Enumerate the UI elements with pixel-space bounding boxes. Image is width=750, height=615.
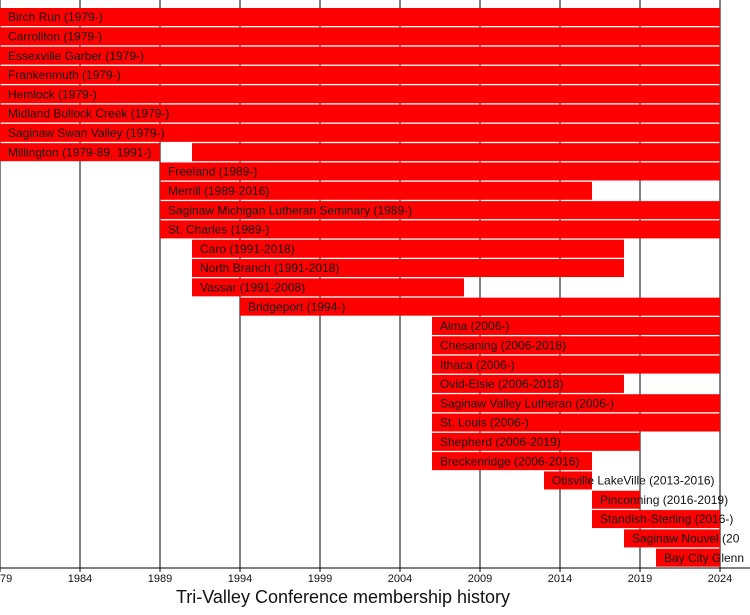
bar-label: Frankenmuth (1979-) [8,68,121,82]
bar [0,27,720,46]
bar-label: Bay City Glenn [664,551,744,565]
bar-label: Vassar (1991-2008) [200,281,305,295]
bar [0,143,160,162]
bar [0,65,720,84]
bar [0,8,720,26]
bar [160,181,592,200]
bar [0,85,720,104]
bar-label: Chesaning (2006-2018) [440,338,566,352]
x-tick-label: 1984 [68,573,92,585]
x-tick-label: 2024 [708,573,732,585]
bar-label: Merrill (1989-2016) [168,184,269,198]
bar-label: St. Louis (2006-) [440,416,529,430]
bar-label: Saginaw Swan Valley (1979-) [8,126,165,140]
bar-label: Millington (1979-89, 1991-) [8,145,151,159]
bar [192,278,464,297]
bar-label: Freeland (1989-) [168,165,257,179]
bar [192,259,624,278]
bar [432,355,720,374]
bar-label: Saginaw Valley Lutheran (2006-) [440,396,614,410]
bar-label: Pinconning (2016-2019) [600,493,728,507]
bar [592,490,640,509]
bar [624,529,720,548]
bar [432,432,640,451]
bar [0,123,720,142]
bar [160,220,720,239]
bar [432,413,720,432]
bar [432,336,720,355]
chart-title: Tri-Valley Conference membership history [176,587,510,607]
bar-label: Ovid-Elsie (2006-2018) [440,377,563,391]
bar-label: Midland Bullock Creek (1979-) [8,107,169,121]
bar [432,316,720,335]
x-tick-label: 1979 [0,573,12,585]
bar [544,471,592,490]
bar [0,104,720,123]
bar [240,297,720,316]
bar [656,548,720,567]
bar-label: St. Charles (1989-) [168,223,269,237]
bar-label: Hemlock (1979-) [8,87,97,101]
bar-label: Caro (1991-2018) [200,242,295,256]
bar-label: Ithaca (2006-) [440,358,515,372]
bar-label: Shepherd (2006-2019) [440,435,561,449]
bar [432,394,720,413]
bar-label: Birch Run (1979-) [8,10,103,24]
x-tick-label: 2019 [628,573,652,585]
bar [160,162,720,181]
x-tick-label: 2004 [388,573,412,585]
bar-label: Saginaw Michigan Lutheran Seminary (1989… [168,203,412,217]
bar-label: Bridgeport (1994-) [248,300,345,314]
bar [192,239,624,258]
x-tick-label: 1999 [308,573,332,585]
bar [432,452,592,471]
bar [192,143,720,162]
bar [0,46,720,65]
x-tick-label: 2014 [548,573,572,585]
bar-label: Breckenridge (2006-2016) [440,454,579,468]
x-tick-label: 2009 [468,573,492,585]
x-tick-label: 1989 [148,573,172,585]
bar-label: Otisville LakeVille (2013-2016) [552,474,715,488]
bar [160,201,720,220]
bar-label: Carrollton (1979-) [8,29,102,43]
bar-label: Saginaw Nouvel (20 [632,532,740,546]
bar [592,510,720,529]
x-tick-label: 1994 [228,573,252,585]
bar [432,374,624,393]
bar-label: Standish-Sterling (2016-) [600,512,733,526]
bar-label: Essexville Garber (1979-) [8,49,144,63]
bar-label: North Branch (1991-2018) [200,261,339,275]
bar-label: Alma (2006-) [440,319,509,333]
